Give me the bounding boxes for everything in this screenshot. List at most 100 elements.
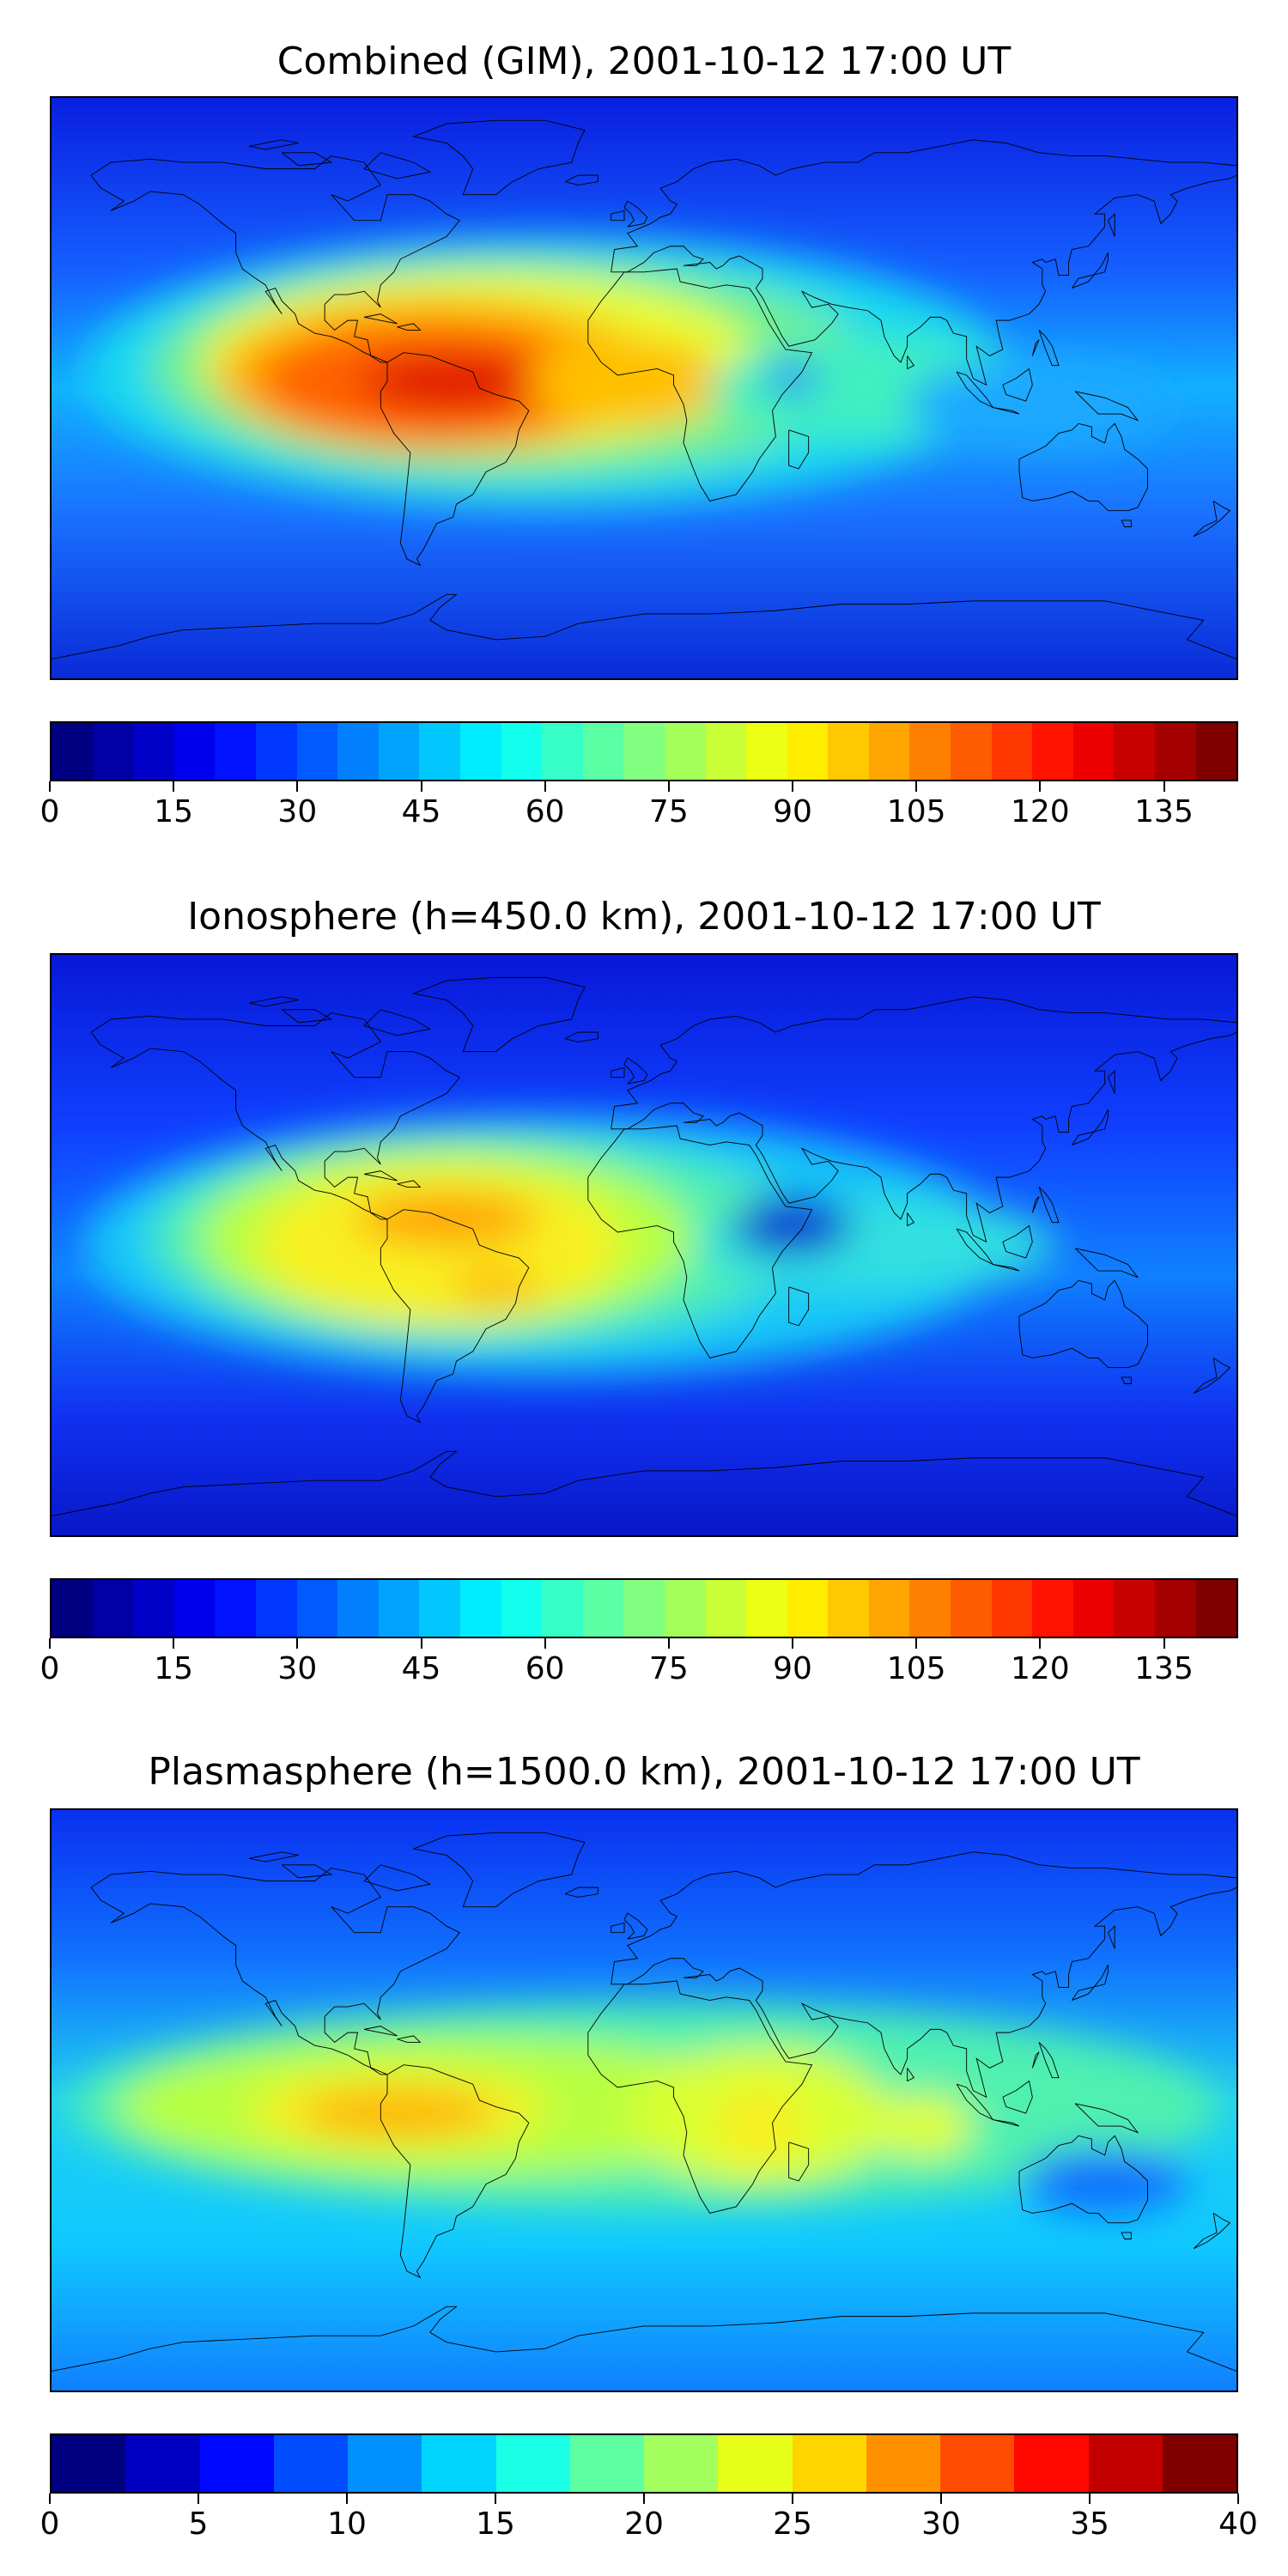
colorbar-level [173,1580,216,1637]
coastline-japan [1072,252,1108,288]
colorbar-level [92,1580,134,1637]
colorbar-level [868,1580,910,1637]
tick-mark [915,781,918,792]
coastline-south-america [380,1210,528,1423]
tick-label: 30 [277,794,318,829]
colorbar-level [422,2435,496,2492]
tick-label: 135 [1134,1651,1194,1686]
map-title-combined: Combined (GIM), 2001-10-12 17:00 UT [276,39,1012,83]
colorbar-level [582,723,624,780]
coastline-borneo [1003,1225,1033,1258]
coastline-sakhalin [1109,1926,1115,1948]
tick-mark [1039,781,1042,792]
colorbar-level [746,723,787,780]
coastline-greenland [414,120,585,194]
coastline-cuba [364,1171,397,1181]
tick-mark [643,2494,645,2504]
colorbar-level [569,2435,644,2492]
colorbar-level [296,1580,338,1637]
tick-mark [1237,2494,1239,2504]
coastline-arctic-island-a [282,1010,331,1023]
colorbar-level [718,2435,793,2492]
tec-map-combined [50,96,1238,680]
coastline-europe-arctic-coast [611,140,1236,272]
colorbar-ticks-ionosphere: 0 15 30 45 60 75 90 105 120 135 [40,1638,1238,1690]
colorbar-ticks-combined: 0 15 30 45 60 75 90 105 120 135 [40,781,1238,833]
coastline-hispaniola [398,2036,421,2043]
tick-mark [1163,781,1165,792]
colorbar-ionosphere [50,1578,1238,1638]
coastline-sakhalin [1109,1071,1115,1093]
tick-label: 45 [401,1651,441,1686]
tick-mark [173,1638,175,1649]
coastline-tasmania [1121,1377,1132,1384]
tick-label: 15 [154,794,194,829]
tick-label: 30 [921,2506,961,2542]
colorbar-level [378,1580,420,1637]
colorbar-level [909,1580,951,1637]
tick-mark [495,2494,496,2504]
colorbar-level [348,2435,422,2492]
coastline-java [993,2120,1019,2127]
tick-label: 40 [1218,2506,1258,2542]
coastline-greenland [414,977,585,1051]
coastline-baffin-island [364,1010,430,1036]
tick-mark [667,781,670,792]
tick-mark [1163,1638,1165,1649]
tick-label: 60 [525,1651,565,1686]
coastline-palawan [1032,340,1039,356]
tick-mark [544,1638,546,1649]
tick-label: 0 [39,1651,60,1686]
coastline-baffin-island [364,153,430,179]
coastline-arctic-island-b [249,140,299,149]
coastline-new-guinea [1075,1249,1138,1278]
colorbar-level [951,723,992,780]
colorbar-level [1072,723,1115,780]
colorbar-level [787,1580,829,1637]
coastline-philippines [1039,330,1059,365]
coastline-hispaniola [398,1181,421,1188]
colorbar-level [1032,723,1073,780]
coastline-new-zealand [1194,501,1230,536]
coastline-palawan [1032,1197,1039,1213]
coastline-sri-lanka [908,1212,914,1225]
colorbar-level [1195,1580,1237,1637]
coastline-java [993,408,1019,415]
colorbar-level [787,723,829,780]
colorbar-level [125,2435,200,2492]
colorbar-level [419,1580,460,1637]
colorbar-level [133,723,174,780]
coastline-philippines [1039,2042,1059,2077]
coastline-philippines [1039,1187,1059,1222]
colorbar-level [52,723,93,780]
colorbar-level [495,2435,570,2492]
coastlines [52,120,1236,659]
tick-mark [667,1638,670,1649]
tick-label: 90 [773,1651,812,1686]
coastline-australia [1019,1280,1148,1367]
tec-field-plasmasphere [68,2003,1220,2214]
colorbar-level [582,1580,624,1637]
colorbar-level [828,1580,869,1637]
tick-mark [296,781,299,792]
coastline-australia [1019,423,1148,510]
coastline-madagascar [789,430,809,469]
coastline-south-america [380,2065,528,2278]
coastline-iceland [565,1032,598,1042]
coastline-iceland [565,175,598,185]
coastline-north-america [91,156,459,362]
coastline-africa [588,1126,812,1358]
tick-label: 90 [773,794,812,829]
colorbar-level [623,723,665,780]
tick-label: 105 [886,1651,946,1686]
colorbar-level [459,723,501,780]
coastline-arctic-island-a [282,153,331,166]
coastline-baffin-island [364,1865,430,1891]
tick-label: 5 [188,2506,209,2542]
colorbar-level [991,1580,1033,1637]
coastline-iceland [565,1887,598,1897]
coastline-cuba [364,314,397,324]
coastline-new-guinea [1075,392,1138,421]
colorbar-level [866,2435,940,2492]
coastline-hispaniola [398,324,421,331]
